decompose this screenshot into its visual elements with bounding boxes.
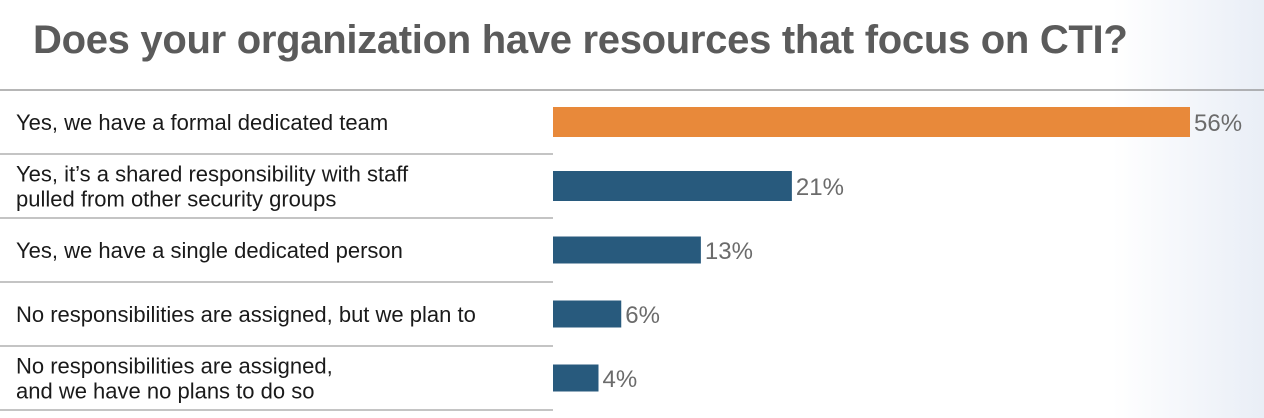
bar [553,171,792,201]
value-label: 56% [1194,110,1242,137]
bar [553,236,701,264]
category-label: Yes, it’s a shared responsibility with s… [16,162,409,212]
chart-title: Does your organization have resources th… [33,18,1128,62]
category-label: Yes, we have a formal dedicated team [16,110,388,135]
bar [553,364,599,392]
category-label: No responsibilities are assigned, and we … [16,354,333,404]
category-label: No responsibilities are assigned, but we… [16,302,476,327]
value-label: 13% [705,238,753,265]
value-label: 6% [625,302,660,329]
category-label: Yes, we have a single dedicated person [16,238,403,263]
bar [553,107,1190,137]
bar [553,300,622,328]
value-label: 21% [796,174,844,201]
value-label: 4% [603,366,638,393]
